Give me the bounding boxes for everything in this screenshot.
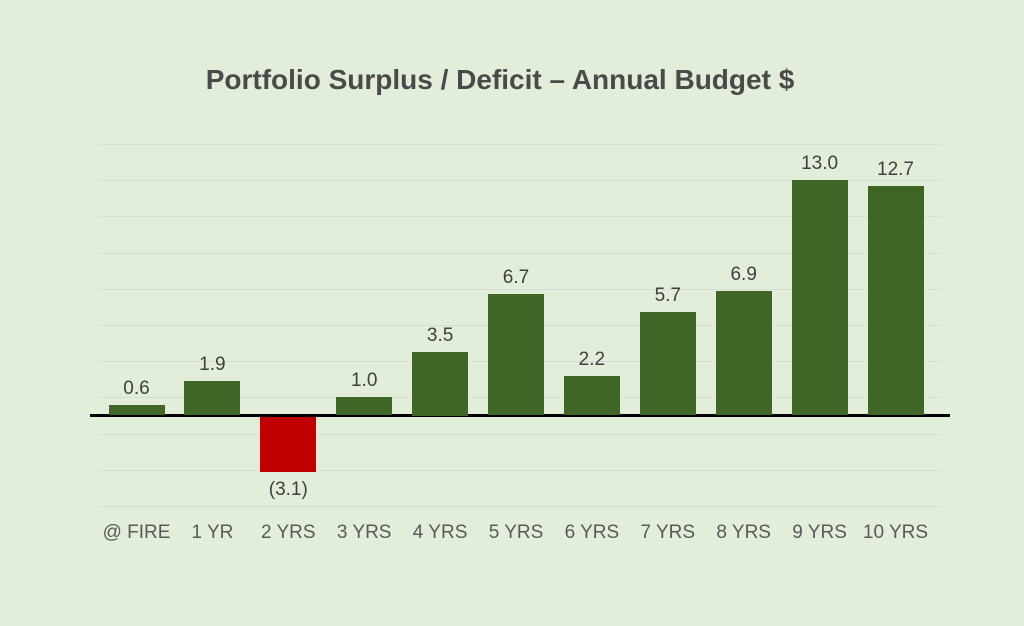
x-axis-label: 5 YRS	[488, 522, 544, 543]
x-axis-label: 3 YRS	[336, 522, 392, 543]
bar-value-label: 6.7	[502, 267, 530, 289]
x-axis-label: 9 YRS	[792, 522, 847, 543]
bar-value-label: 1.0	[350, 370, 378, 392]
gridline	[99, 506, 941, 507]
bar	[715, 290, 772, 416]
bar	[108, 404, 165, 416]
x-axis-label: 8 YRS	[716, 522, 771, 543]
plot-area: 0.6 @ FIRE 1.9 1 YR (3.1) 2 YRS 1.0 3 YRS 3.5 4 Y…	[90, 144, 950, 543]
bar	[563, 375, 620, 416]
gridline	[99, 469, 941, 471]
bar-value-label: 13.0	[801, 153, 839, 175]
gridline	[99, 433, 941, 435]
chart-title: Portfolio Surplus / Deficit – Annual Bud…	[205, 64, 795, 95]
x-axis-label: 4 YRS	[412, 522, 468, 543]
bar	[488, 294, 544, 416]
bar-value-label: 5.7	[654, 285, 681, 307]
gridline	[99, 180, 941, 182]
bar	[639, 312, 696, 416]
x-axis-label: 1 YR	[191, 522, 234, 543]
x-axis-label: @ FIRE	[102, 522, 171, 543]
x-axis-label: 2 YRS	[261, 522, 316, 543]
x-axis-line	[90, 414, 950, 417]
x-axis-label: 7 YRS	[640, 522, 696, 543]
bar-value-label: 0.6	[123, 377, 150, 399]
bar	[184, 381, 241, 416]
gridline	[99, 144, 941, 145]
bar	[791, 180, 848, 416]
gridline	[99, 216, 941, 218]
gridline	[99, 252, 941, 254]
bar-value-label: 2.2	[578, 348, 606, 370]
bar-value-label: 12.7	[877, 158, 914, 180]
gridline	[99, 288, 941, 290]
bar-value-label: (3.1)	[268, 478, 308, 500]
bar-value-label: 6.9	[730, 263, 757, 285]
bar-value-label: 1.9	[199, 354, 226, 376]
bar	[412, 352, 469, 416]
bar	[260, 417, 317, 472]
x-axis-label: 10 YRS	[862, 522, 929, 543]
bar-value-label: 3.5	[426, 325, 454, 347]
bar	[336, 397, 393, 416]
bar	[867, 185, 924, 416]
x-axis-label: 6 YRS	[564, 522, 620, 543]
